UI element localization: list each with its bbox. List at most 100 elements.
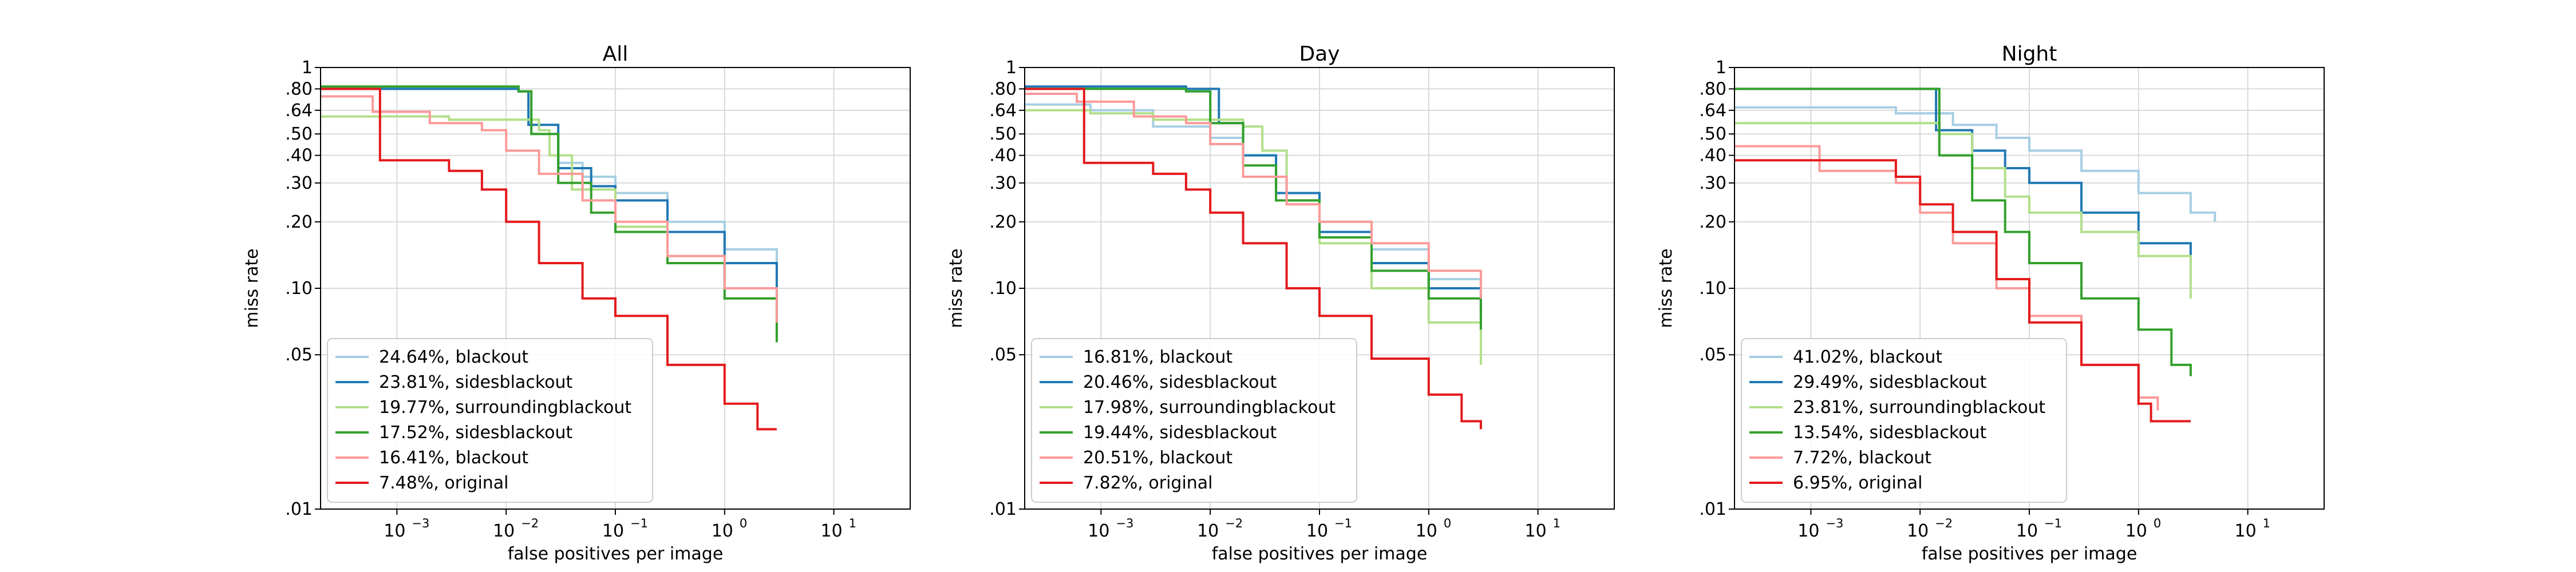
y-tick-label: .20 (1699, 212, 1726, 232)
series-line-0 (1735, 106, 2217, 222)
series-line-4 (321, 95, 778, 323)
series-line-2 (1025, 109, 1482, 365)
y-tick-label: .64 (989, 101, 1017, 121)
x-tick-exponent: −1 (1334, 517, 1352, 530)
y-tick-label: .40 (989, 146, 1017, 166)
x-axis-label: false positives per image (508, 544, 724, 564)
y-tick-label: .05 (989, 345, 1017, 365)
series-line-3 (1025, 88, 1482, 330)
x-tick-exponent: −1 (630, 517, 648, 530)
x-tick-label: 10 (1797, 521, 1819, 541)
y-axis-label: miss rate (242, 248, 262, 328)
x-tick-label: 10 (2235, 521, 2257, 541)
series-line-2 (1735, 122, 2192, 299)
x-tick-label: 10 (1306, 521, 1328, 541)
x-tick-exponent: 0 (1444, 517, 1451, 530)
series-line-5 (321, 88, 777, 431)
y-tick-label: .10 (285, 279, 313, 299)
x-tick-exponent: 1 (849, 517, 856, 530)
chart-title: All (603, 42, 629, 66)
legend: 24.64%, blackout 23.81%, sidesblackout 19.… (327, 338, 653, 503)
x-axis-label: false positives per image (1922, 544, 2138, 564)
y-tick-label: .01 (1699, 499, 1726, 519)
y-tick-label: 1 (1006, 58, 1017, 78)
x-tick-label: 10 (712, 521, 733, 541)
legend: 16.81%, blackout 20.46%, sidesblackout 17.… (1031, 338, 1357, 503)
x-tick-exponent: −2 (1225, 517, 1243, 530)
y-axis-label: miss rate (946, 248, 966, 328)
x-tick-exponent: −2 (521, 517, 539, 530)
x-tick-label: 10 (384, 521, 405, 541)
series-line-5 (1025, 88, 1482, 430)
legend-entry-1: 23.81%, sidesblackout (379, 372, 572, 392)
legend-entry-5: 6.95%, original (1793, 473, 1923, 493)
x-tick-label: 10 (1416, 521, 1437, 541)
legend-entry-2: 19.77%, surroundingblackout (379, 398, 631, 418)
y-tick-label: .64 (1699, 101, 1726, 121)
series-line-1 (321, 88, 778, 299)
y-tick-label: .30 (989, 173, 1017, 193)
chart-panel-1: 10 −3 10 −2 10 −1 10 0 10 1 .01 .05 .10 .20 .30 .40.50.… (946, 42, 1615, 564)
chart-title: Night (2002, 42, 2057, 66)
y-tick-label: .10 (989, 279, 1017, 299)
chart-panel-0: 10 −3 10 −2 10 −1 10 0 10 1 .01 .05 .10 .20 .30 .40.50.… (242, 42, 911, 564)
y-tick-label: .64 (285, 101, 313, 121)
y-tick-label: .01 (989, 499, 1017, 519)
legend-entry-0: 24.64%, blackout (379, 347, 528, 367)
x-tick-exponent: −2 (1935, 517, 1953, 530)
legend-box (327, 338, 653, 503)
y-tick-label: .10 (1699, 279, 1726, 299)
y-tick-label: .50 (285, 124, 313, 144)
x-tick-exponent: 0 (740, 517, 747, 530)
series-line-0 (1025, 103, 1482, 310)
x-tick-exponent: 0 (2154, 517, 2161, 530)
x-axis-label: false positives per image (1212, 544, 1428, 564)
x-tick-label: 10 (1525, 521, 1547, 541)
legend-entry-3: 13.54%, sidesblackout (1793, 423, 1986, 443)
chart-title: Day (1299, 42, 1340, 66)
x-tick-exponent: −3 (1116, 517, 1133, 530)
y-tick-label: 1 (1716, 58, 1726, 78)
x-tick-label: 10 (821, 521, 843, 541)
x-tick-label: 10 (1907, 521, 1929, 541)
legend-entry-1: 20.46%, sidesblackout (1083, 372, 1277, 392)
series-line-3 (1735, 88, 2192, 376)
x-tick-exponent: −1 (2044, 517, 2062, 530)
x-tick-exponent: −3 (412, 517, 429, 530)
y-tick-label: .30 (1699, 173, 1726, 193)
x-tick-exponent: 1 (2263, 517, 2270, 530)
x-tick-label: 10 (1088, 521, 1109, 541)
series-line-4 (1025, 93, 1482, 299)
x-tick-label: 10 (2016, 521, 2038, 541)
y-tick-label: .50 (1699, 124, 1726, 144)
chart-panel-2: 10 −3 10 −2 10 −1 10 0 10 1 .01 .05 .10 .20 .30 .40.50.… (1656, 42, 2325, 564)
x-tick-label: 10 (493, 521, 515, 541)
y-tick-label: .30 (285, 173, 313, 193)
legend-entry-2: 23.81%, surroundingblackout (1793, 398, 2045, 418)
x-tick-exponent: 1 (1553, 517, 1560, 530)
x-tick-label: 10 (602, 521, 624, 541)
legend-entry-4: 20.51%, blackout (1083, 448, 1232, 468)
y-tick-label: .80 (1699, 79, 1726, 99)
y-tick-label: .20 (285, 212, 313, 232)
y-tick-label: .80 (989, 79, 1017, 99)
y-tick-label: .40 (1699, 146, 1726, 166)
series-line-2 (321, 115, 778, 337)
x-tick-exponent: −3 (1826, 517, 1843, 530)
y-tick-label: .01 (285, 499, 313, 519)
legend-entry-2: 17.98%, surroundingblackout (1083, 398, 1336, 418)
legend-entry-4: 7.72%, blackout (1793, 448, 1931, 468)
legend-entry-1: 29.49%, sidesblackout (1793, 372, 1986, 392)
y-tick-label: .20 (989, 212, 1017, 232)
y-tick-label: .05 (285, 345, 313, 365)
legend-entry-0: 16.81%, blackout (1083, 347, 1232, 367)
y-tick-label: 1 (302, 58, 313, 78)
series-line-5 (1735, 159, 2191, 423)
legend-entry-3: 19.44%, sidesblackout (1083, 423, 1277, 443)
legend: 41.02%, blackout 29.49%, sidesblackout 23.… (1741, 338, 2067, 503)
y-axis-label: miss rate (1656, 248, 1676, 328)
legend-entry-3: 17.52%, sidesblackout (379, 423, 572, 443)
legend-entry-0: 41.02%, blackout (1793, 347, 1942, 367)
y-tick-label: .80 (285, 79, 313, 99)
